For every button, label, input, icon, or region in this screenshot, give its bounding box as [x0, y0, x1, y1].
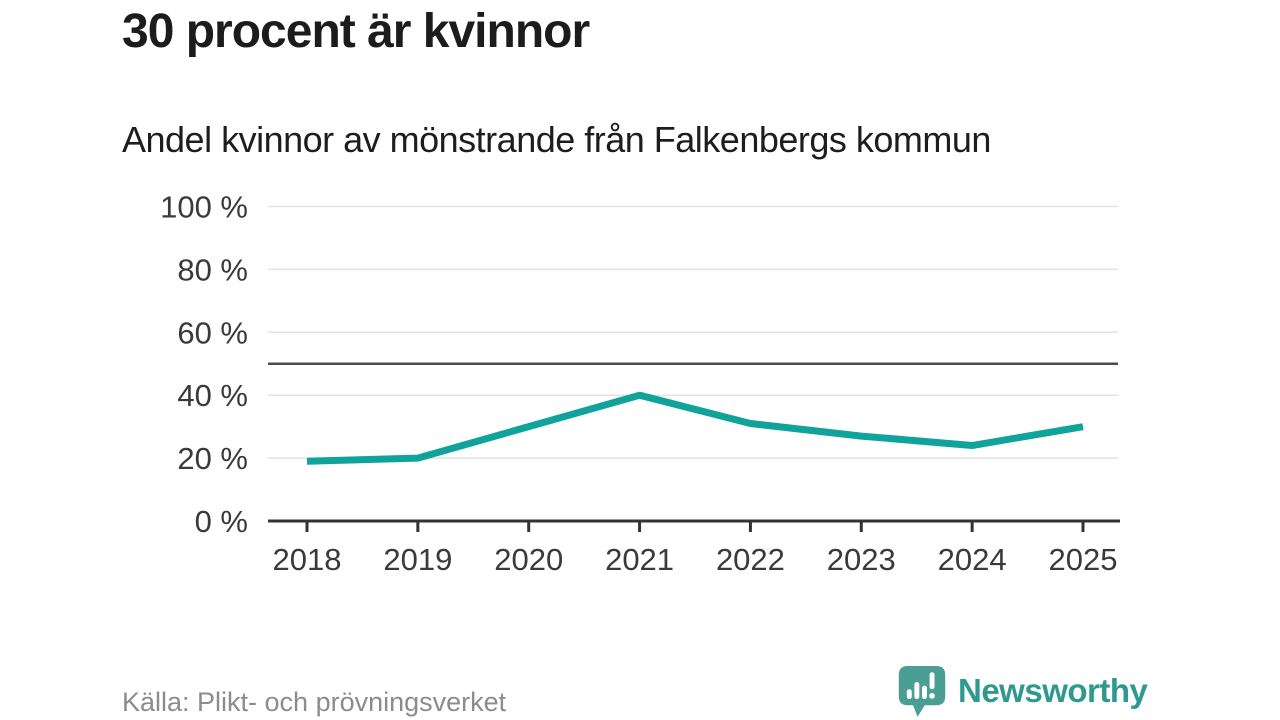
logo-exclamation-bar — [929, 672, 935, 690]
x-tick-label: 2024 — [938, 542, 1007, 577]
newsworthy-wordmark: Newsworthy — [958, 672, 1148, 709]
x-tick-label: 2019 — [383, 542, 452, 577]
x-tick-label: 2025 — [1049, 542, 1118, 577]
y-tick-label: 20 % — [177, 441, 248, 476]
line-chart: 0 % 20 % 40 % 60 % 80 % 100 % 2018 2019 2020 2021… — [160, 190, 1120, 577]
logo-bar-1 — [906, 689, 912, 700]
x-tick-label: 2023 — [827, 542, 896, 577]
logo-bar-3 — [922, 685, 927, 700]
newsworthy-logo: Newsworthy — [897, 663, 1148, 719]
x-tick-label: 2018 — [273, 542, 342, 577]
y-tick-label: 60 % — [177, 315, 248, 350]
y-tick-label: 40 % — [177, 378, 248, 413]
x-tick-label: 2021 — [605, 542, 674, 577]
data-line — [306, 391, 1084, 465]
newsworthy-logo-icon — [898, 666, 946, 717]
logo-bar-2 — [914, 682, 920, 700]
y-tick-label: 80 % — [177, 252, 248, 287]
chart-subtitle: Andel kvinnor av mönstrande från Falkenb… — [122, 119, 991, 160]
chart-title: 30 procent är kvinnor — [122, 5, 590, 58]
x-tick-label: 2022 — [716, 542, 785, 577]
logo-exclamation-dot — [929, 693, 935, 699]
source-note: Källa: Plikt- och prövningsverket — [122, 687, 507, 717]
x-tick-label: 2020 — [494, 542, 563, 577]
y-tick-label: 100 % — [160, 190, 248, 225]
y-tick-label: 0 % — [195, 504, 248, 539]
